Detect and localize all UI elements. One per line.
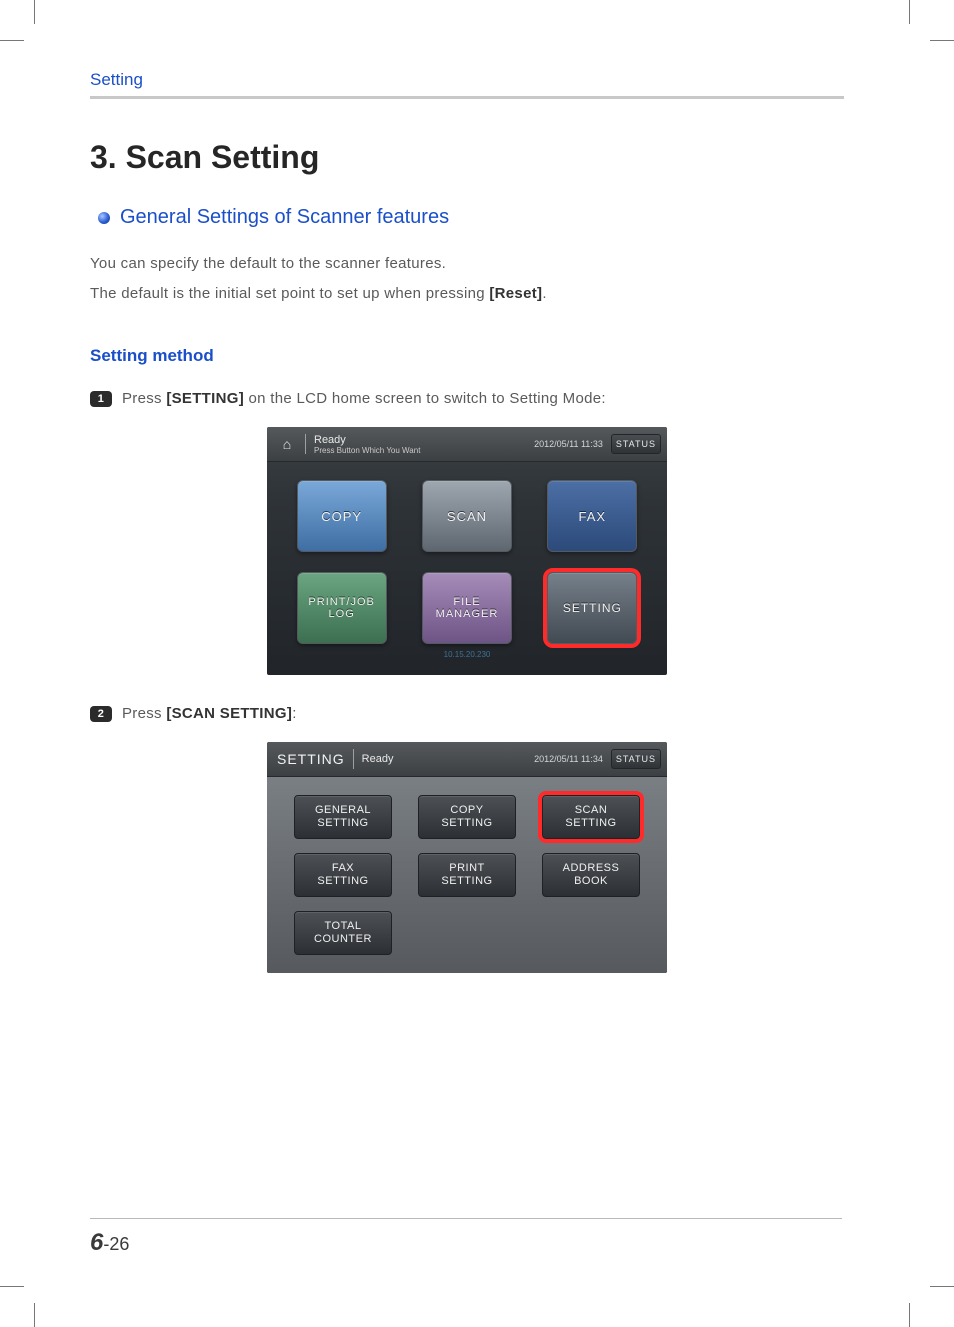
lcd-status-text: Ready <box>362 753 394 765</box>
step-text: Press [SCAN SETTING]: <box>122 705 297 722</box>
lcd-ip: 10.15.20.230 <box>293 650 641 659</box>
lcd-datetime: 2012/05/11 11:33 <box>534 439 603 449</box>
tile-address-book[interactable]: ADDRESS BOOK <box>542 853 640 897</box>
step-2: 2 Press [SCAN SETTING]: <box>90 705 844 722</box>
page-title: 3. Scan Setting <box>90 139 844 176</box>
home-icon[interactable]: ⌂ <box>277 436 297 452</box>
lcd-settings: SETTING Ready 2012/05/11 11:34 STATUS GE… <box>267 742 667 973</box>
lcd-home-screenshot: ⌂ Ready Press Button Which You Want 2012… <box>90 427 844 675</box>
tile-setting[interactable]: SETTING <box>547 572 637 644</box>
lcd-settings-grid: GENERAL SETTING COPY SETTING SCAN SETTIN… <box>293 795 641 955</box>
bold-text: [SETTING] <box>166 390 244 407</box>
crop-mark <box>909 0 910 24</box>
lcd-status-ready: Ready <box>362 753 394 765</box>
lcd-home-body: COPY SCAN FAX PRINT/JOB LOG FILE MANAGER… <box>267 462 667 675</box>
crop-mark <box>0 40 24 41</box>
divider <box>353 749 354 769</box>
section-heading-text: General Settings of Scanner features <box>120 206 449 229</box>
tile-scan[interactable]: SCAN <box>422 480 512 552</box>
crop-mark <box>930 1286 954 1287</box>
bullet-icon <box>98 212 110 224</box>
chapter-number: 6 <box>90 1229 103 1256</box>
tile-file-manager[interactable]: FILE MANAGER <box>422 572 512 644</box>
tile-copy-setting[interactable]: COPY SETTING <box>418 795 516 839</box>
paragraph: You can specify the default to the scann… <box>90 251 844 277</box>
lcd-status-text: Ready Press Button Which You Want <box>314 434 420 455</box>
step-text-span: Press <box>122 390 166 407</box>
crop-mark <box>0 1286 24 1287</box>
tile-total-counter[interactable]: TOTAL COUNTER <box>294 911 392 955</box>
section-heading-general: General Settings of Scanner features <box>98 206 844 229</box>
step-text-span: on the LCD home screen to switch to Sett… <box>244 390 606 407</box>
lcd-settings-screenshot: SETTING Ready 2012/05/11 11:34 STATUS GE… <box>90 742 844 973</box>
step-text-span: Press <box>122 705 166 722</box>
crop-mark <box>930 40 954 41</box>
lcd-status-ready: Ready <box>314 434 420 446</box>
crop-mark <box>909 1303 910 1327</box>
tile-copy[interactable]: COPY <box>297 480 387 552</box>
lcd-topbar: SETTING Ready 2012/05/11 11:34 STATUS <box>267 742 667 777</box>
paragraph-span: The default is the initial set point to … <box>90 285 489 302</box>
status-button[interactable]: STATUS <box>611 434 661 454</box>
lcd-topbar: ⌂ Ready Press Button Which You Want 2012… <box>267 427 667 462</box>
paragraph: The default is the initial set point to … <box>90 281 844 307</box>
lcd-home: ⌂ Ready Press Button Which You Want 2012… <box>267 427 667 675</box>
step-badge: 1 <box>90 391 112 407</box>
tile-print-setting[interactable]: PRINT SETTING <box>418 853 516 897</box>
lcd-home-grid: COPY SCAN FAX PRINT/JOB LOG FILE MANAGER… <box>293 480 641 644</box>
paragraph-span: . <box>542 285 546 302</box>
document-page: Setting 3. Scan Setting General Settings… <box>0 0 954 1327</box>
lcd-setting-title: SETTING <box>277 751 345 767</box>
tile-fax[interactable]: FAX <box>547 480 637 552</box>
tile-fax-setting[interactable]: FAX SETTING <box>294 853 392 897</box>
step-badge: 2 <box>90 706 112 722</box>
sub-heading-method: Setting method <box>90 346 844 366</box>
step-text: Press [SETTING] on the LCD home screen t… <box>122 390 606 407</box>
empty-cell <box>543 911 639 953</box>
crop-mark <box>34 1303 35 1327</box>
step-1: 1 Press [SETTING] on the LCD home screen… <box>90 390 844 407</box>
divider <box>305 434 306 454</box>
lcd-datetime: 2012/05/11 11:34 <box>534 754 603 764</box>
bold-text: [Reset] <box>489 285 542 302</box>
page-number: 6-26 <box>90 1218 842 1257</box>
status-button[interactable]: STATUS <box>611 749 661 769</box>
page-suffix: -26 <box>103 1234 129 1254</box>
lcd-settings-body: GENERAL SETTING COPY SETTING SCAN SETTIN… <box>267 777 667 973</box>
crop-mark <box>34 0 35 24</box>
tile-scan-setting[interactable]: SCAN SETTING <box>542 795 640 839</box>
tile-general-setting[interactable]: GENERAL SETTING <box>294 795 392 839</box>
breadcrumb: Setting <box>90 70 844 99</box>
step-text-span: : <box>292 705 296 722</box>
empty-cell <box>419 911 515 953</box>
bold-text: [SCAN SETTING] <box>166 705 292 722</box>
tile-print-job-log[interactable]: PRINT/JOB LOG <box>297 572 387 644</box>
lcd-status-subtitle: Press Button Which You Want <box>314 446 420 455</box>
